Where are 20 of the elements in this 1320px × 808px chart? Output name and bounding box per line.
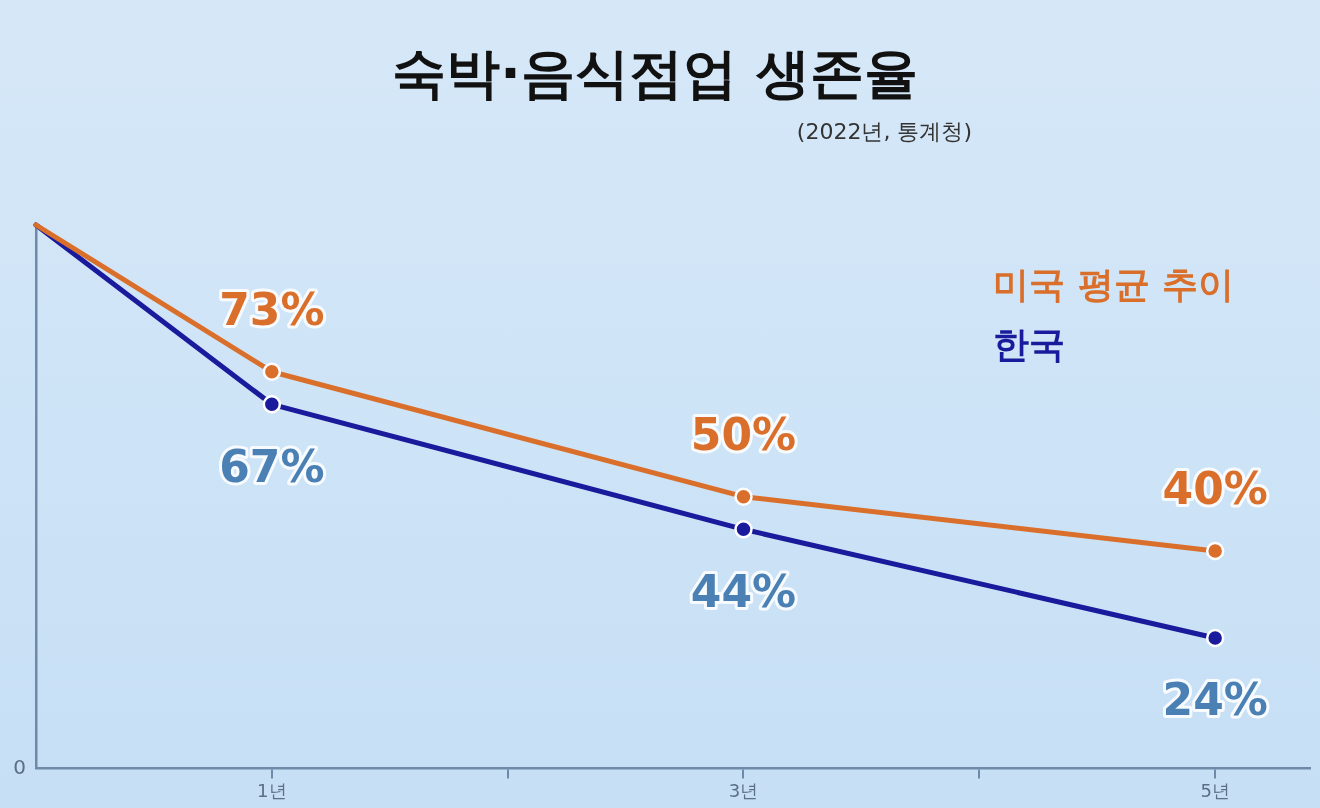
text: 한국 (993, 324, 1065, 366)
x-tick-label: 5년 (1200, 779, 1230, 801)
data-label: 50% (690, 409, 797, 461)
x-tick-label: 1년 (257, 779, 287, 801)
chart-subtitle: (2022년, 통계청) (796, 118, 972, 144)
point (734, 520, 753, 539)
data-label: 73% (219, 284, 325, 336)
text: 0 (13, 754, 26, 779)
data-label: 44% (690, 565, 797, 617)
point (1205, 541, 1225, 561)
point (734, 487, 753, 506)
point (262, 395, 282, 414)
point (262, 362, 282, 381)
text: 미국 평균 추이 (993, 264, 1235, 306)
x-tick-label: 3년 (728, 779, 759, 801)
data-label: 40% (1162, 463, 1268, 515)
data-label: 67% (219, 440, 325, 492)
point (1205, 628, 1225, 648)
data-label: 24% (1162, 674, 1268, 726)
chart-title: 숙박·음식점업 생존율 (392, 42, 918, 106)
